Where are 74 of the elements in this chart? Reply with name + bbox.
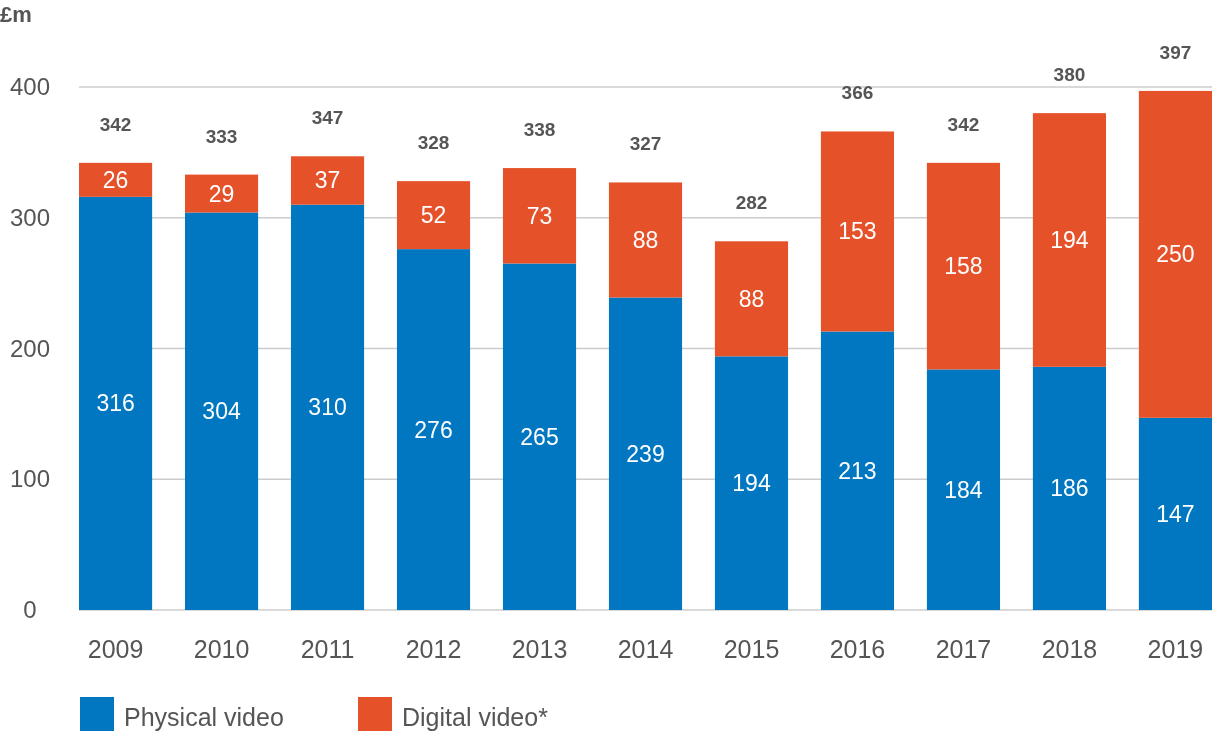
bar: [714, 356, 789, 610]
x-tick-label: 2016: [829, 635, 886, 663]
data-label: 239: [626, 440, 665, 467]
y-axis-title: £m: [0, 2, 32, 27]
bar: [1032, 113, 1107, 367]
data-label: 276: [414, 416, 453, 443]
data-label: 88: [632, 226, 659, 253]
bar: [926, 369, 1001, 610]
x-tick-label: 2009: [87, 635, 144, 663]
bar: [1138, 417, 1212, 610]
bar: [290, 204, 365, 610]
bar: [820, 131, 895, 332]
total-label: 397: [1159, 41, 1192, 63]
bar: [184, 174, 259, 213]
bar: [608, 182, 683, 298]
data-label: 265: [520, 423, 559, 450]
bar: [608, 297, 683, 610]
data-label: 213: [838, 457, 877, 484]
x-tick-label: 2017: [935, 635, 992, 663]
total-label: 366: [841, 82, 874, 104]
bar: [79, 162, 153, 197]
data-label: 73: [526, 202, 553, 229]
total-label: 327: [629, 133, 662, 155]
data-label: 310: [308, 394, 347, 421]
bar: [820, 331, 895, 610]
data-label: 52: [420, 202, 447, 229]
total-label: 342: [99, 113, 132, 135]
total-label: 342: [947, 113, 980, 135]
data-label: 37: [314, 167, 341, 194]
legend-label: Digital video*: [402, 703, 549, 731]
bar: [502, 263, 577, 610]
total-label: 333: [205, 125, 238, 147]
y-tick-label: 100: [9, 465, 51, 493]
data-label: 194: [732, 470, 771, 497]
data-label: 158: [944, 253, 983, 280]
y-tick-label: 400: [9, 73, 51, 100]
x-tick-label: 2011: [300, 635, 355, 663]
x-tick-label: 2014: [617, 635, 674, 663]
bar: [184, 212, 259, 610]
bar: [1138, 90, 1212, 418]
data-label: 194: [1050, 226, 1089, 253]
bar: [396, 181, 471, 250]
y-tick-label: 200: [9, 334, 51, 362]
total-label: 338: [523, 119, 556, 141]
data-label: 316: [96, 390, 135, 417]
data-label: 304: [202, 398, 241, 425]
legend-label: Physical video: [124, 703, 284, 731]
data-label: 153: [838, 218, 877, 245]
bar: [396, 249, 471, 610]
data-label: 26: [102, 166, 129, 193]
data-label: 186: [1050, 475, 1089, 502]
y-tick-label: 0: [23, 596, 37, 623]
bar: [1032, 366, 1107, 610]
bar: [502, 168, 577, 264]
bar: [290, 156, 365, 205]
data-label: 88: [738, 285, 765, 312]
x-tick-label: 2019: [1147, 635, 1204, 663]
data-label: 250: [1156, 241, 1195, 268]
bar: [926, 162, 1001, 370]
total-label: 328: [417, 132, 450, 154]
x-tick-label: 2018: [1041, 635, 1098, 663]
data-label: 184: [944, 476, 983, 503]
data-label: 147: [1156, 500, 1195, 527]
x-tick-label: 2013: [511, 635, 568, 663]
x-tick-label: 2015: [723, 635, 780, 663]
bar: [79, 196, 153, 610]
bar: [714, 241, 789, 357]
y-tick-label: 300: [9, 203, 51, 231]
total-label: 347: [311, 107, 344, 129]
data-label: 29: [208, 180, 235, 207]
total-label: 282: [735, 192, 768, 214]
x-tick-label: 2012: [405, 635, 462, 663]
total-label: 380: [1053, 64, 1086, 86]
x-tick-label: 2010: [193, 635, 250, 663]
